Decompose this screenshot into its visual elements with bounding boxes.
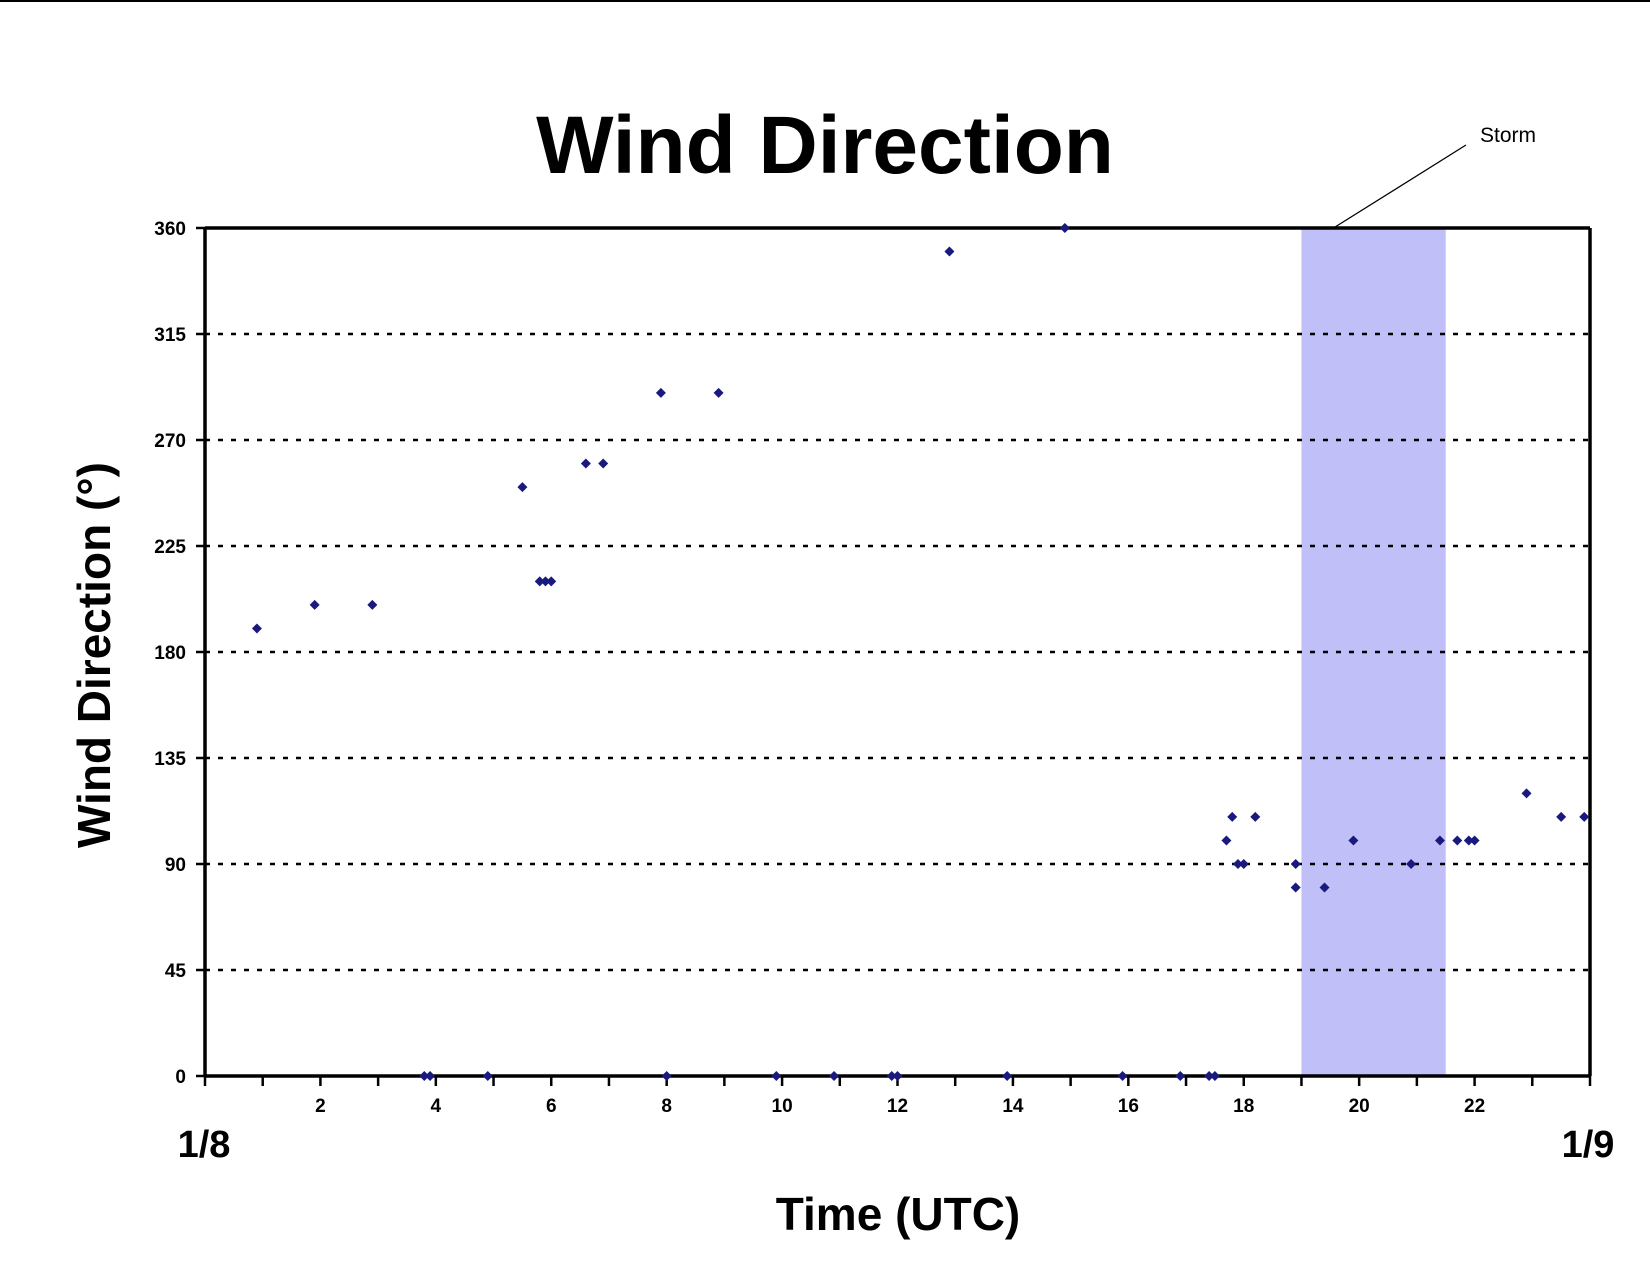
data-point: [1452, 835, 1463, 846]
storm-annotation-leader-line: [1333, 144, 1467, 229]
x-tick-label: 6: [546, 1096, 557, 1117]
y-tick-label: 135: [154, 749, 186, 770]
x-end-date-label: 1/9: [1562, 1124, 1615, 1166]
data-point: [425, 1071, 436, 1081]
data-point: [546, 576, 557, 587]
chart-title: Wind Direction: [536, 100, 1114, 191]
data-point: [1117, 1071, 1128, 1081]
data-point: [1319, 882, 1330, 893]
data-point: [713, 387, 724, 398]
y-tick-label: 315: [154, 325, 186, 346]
x-tick-label: 2: [315, 1096, 326, 1117]
data-point: [534, 576, 545, 587]
data-point: [829, 1071, 840, 1081]
data-point: [1204, 1071, 1215, 1081]
data-point: [309, 599, 320, 610]
data-point: [517, 482, 528, 493]
data-point: [944, 246, 955, 257]
storm-annotation-label: Storm: [1480, 124, 1536, 147]
y-tick-label: 180: [154, 643, 186, 664]
x-tick-label: 10: [772, 1096, 793, 1117]
data-point: [1232, 859, 1243, 869]
data-point: [1059, 223, 1070, 233]
data-point: [886, 1071, 897, 1081]
data-point: [598, 458, 609, 469]
data-point: [540, 576, 551, 587]
data-points: [251, 223, 1590, 1081]
data-point: [1221, 835, 1232, 846]
y-tick-label: 270: [154, 431, 186, 452]
x-tick-label: 4: [431, 1096, 442, 1117]
y-tick-label: 360: [154, 219, 186, 240]
data-point: [1209, 1071, 1220, 1081]
x-axis-title: Time (UTC): [776, 1188, 1021, 1240]
data-point: [251, 623, 262, 634]
y-tick-label: 225: [154, 537, 186, 558]
y-axis-ticks: 0 45 90 135 180 225 270 315 360: [154, 219, 205, 1088]
y-tick-label: 90: [165, 855, 186, 876]
data-point: [1406, 859, 1417, 869]
data-point: [482, 1071, 493, 1081]
y-axis-title: Wind Direction (°): [68, 462, 120, 848]
data-point: [1556, 811, 1567, 822]
data-point: [1579, 811, 1590, 822]
data-point: [1463, 835, 1474, 846]
x-tick-label: 8: [661, 1096, 672, 1117]
data-point: [419, 1071, 430, 1081]
data-point: [1250, 811, 1261, 822]
x-tick-label: 20: [1349, 1096, 1370, 1117]
data-point: [1175, 1071, 1186, 1081]
x-start-date-label: 1/8: [178, 1124, 231, 1166]
data-point: [367, 599, 378, 610]
data-point: [1227, 811, 1238, 822]
x-tick-label: 18: [1233, 1096, 1254, 1117]
x-tick-label: 16: [1118, 1096, 1139, 1117]
data-point: [1348, 835, 1359, 846]
data-point: [1238, 859, 1249, 869]
top-border-rule: [0, 0, 1650, 2]
y-tick-label: 45: [165, 961, 187, 982]
x-tick-label: 12: [887, 1096, 908, 1117]
data-point: [1434, 835, 1445, 846]
data-point: [1290, 859, 1301, 869]
data-point: [661, 1071, 672, 1081]
data-point: [1002, 1071, 1013, 1081]
data-point: [892, 1071, 903, 1081]
data-point: [655, 387, 666, 398]
x-tick-label: 22: [1464, 1096, 1485, 1117]
x-tick-label: 14: [1002, 1096, 1024, 1117]
y-tick-label: 0: [175, 1067, 186, 1088]
data-point: [580, 458, 591, 469]
data-point: [1290, 882, 1301, 893]
gridlines: [205, 332, 1590, 972]
x-axis-ticks: 2 4 6 8 10 12 14 16 18 20 22: [203, 1076, 1592, 1117]
data-point: [1521, 788, 1532, 799]
data-point: [771, 1071, 782, 1081]
data-point: [1469, 835, 1480, 846]
